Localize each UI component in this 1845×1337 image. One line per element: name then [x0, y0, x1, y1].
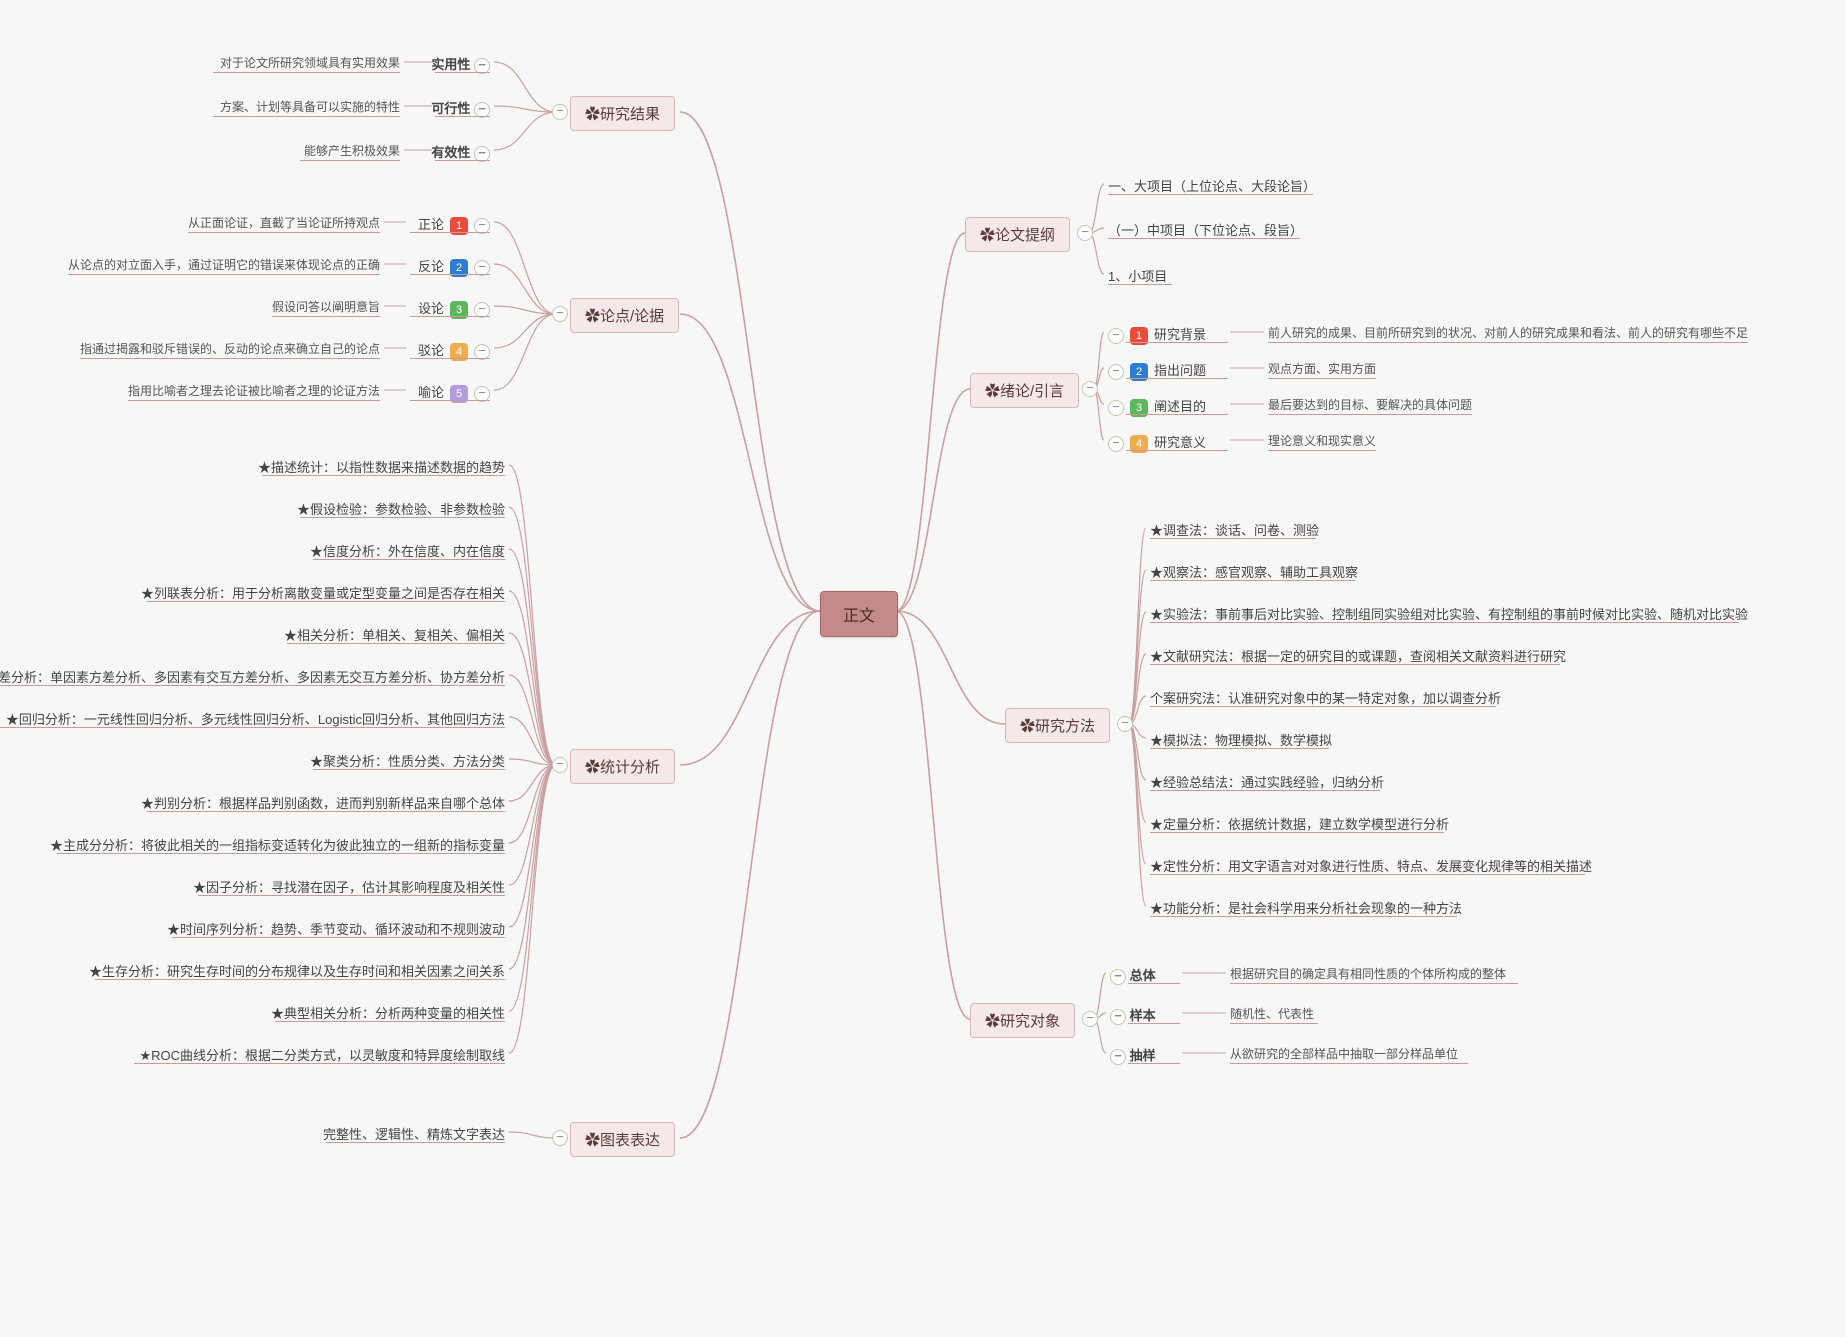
- branch-outline[interactable]: ✿论文提纲: [965, 217, 1070, 252]
- branch-intro[interactable]: ✿绪论/引言: [970, 373, 1079, 408]
- branch-stats[interactable]: ✿统计分析: [570, 749, 675, 784]
- branch-results[interactable]: ✿研究结果: [570, 96, 675, 131]
- leaf-detail: 随机性、代表性: [1230, 1005, 1314, 1022]
- collapse-icon[interactable]: −: [552, 1130, 568, 1146]
- branch-subjects[interactable]: ✿研究对象: [970, 1003, 1075, 1038]
- collapse-icon[interactable]: −: [552, 757, 568, 773]
- collapse-icon[interactable]: −: [1082, 381, 1098, 397]
- collapse-icon[interactable]: −: [1110, 1049, 1126, 1065]
- collapse-icon[interactable]: −: [1082, 1011, 1098, 1027]
- branch-methods[interactable]: ✿研究方法: [1005, 708, 1110, 743]
- collapse-icon[interactable]: −: [552, 104, 568, 120]
- leaf-detail: 前人研究的成果、目前所研究到的状况、对前人的研究成果和看法、前人的研究有哪些不足: [1268, 324, 1748, 341]
- leaf-detail: 假设问答以阐明意旨: [272, 298, 380, 315]
- collapse-icon[interactable]: −: [1077, 225, 1093, 241]
- leaf-detail: 指通过揭露和驳斥错误的、反动的论点来确立自己的论点: [80, 340, 380, 357]
- leaf-detail: 指用比喻者之理去论证被比喻者之理的论证方法: [128, 382, 380, 399]
- collapse-icon[interactable]: −: [1110, 1009, 1126, 1025]
- leaf-detail: 从论点的对立面入手，通过证明它的错误来体现论点的正确: [68, 256, 380, 273]
- collapse-icon[interactable]: −: [1110, 969, 1126, 985]
- leaf-detail: 观点方面、实用方面: [1268, 360, 1376, 377]
- root-node[interactable]: 正文: [820, 591, 898, 637]
- leaf-detail: 方案、计划等具备可以实施的特性: [220, 98, 400, 115]
- leaf-detail: 能够产生积极效果: [304, 142, 400, 159]
- leaf-detail: 从正面论证，直截了当论证所持观点: [188, 214, 380, 231]
- collapse-icon[interactable]: −: [1108, 328, 1124, 344]
- branch-arguments[interactable]: ✿论点/论据: [570, 298, 679, 333]
- collapse-icon[interactable]: −: [1108, 364, 1124, 380]
- collapse-icon[interactable]: −: [1117, 716, 1133, 732]
- leaf-detail: 根据研究目的确定具有相同性质的个体所构成的整体: [1230, 965, 1506, 982]
- leaf-detail: 最后要达到的目标、要解决的具体问题: [1268, 396, 1472, 413]
- collapse-icon[interactable]: −: [1108, 400, 1124, 416]
- leaf-detail: 从欲研究的全部样品中抽取一部分样品单位: [1230, 1045, 1458, 1062]
- collapse-icon[interactable]: −: [552, 306, 568, 322]
- branch-charts[interactable]: ✿图表表达: [570, 1122, 675, 1157]
- leaf-detail: 对于论文所研究领域具有实用效果: [220, 54, 400, 71]
- collapse-icon[interactable]: −: [1108, 436, 1124, 452]
- leaf-detail: 理论意义和现实意义: [1268, 432, 1376, 449]
